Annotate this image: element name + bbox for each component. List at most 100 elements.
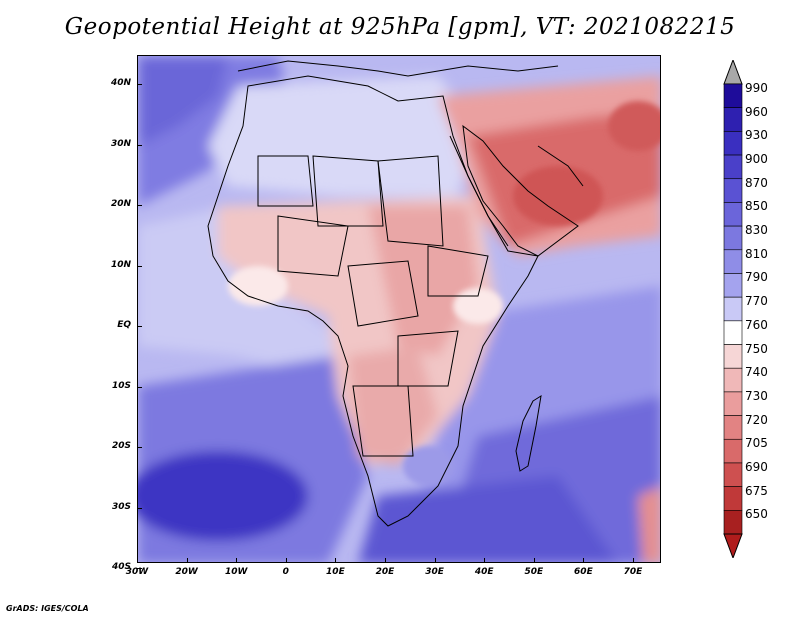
lat-label: 40N: [110, 78, 131, 88]
lon-label: 10E: [326, 567, 345, 577]
south-atlantic-core-region: [138, 451, 308, 541]
colorbar-swatch: [723, 296, 743, 322]
colorbar-swatch: [723, 438, 743, 464]
legend-level-label: 675: [745, 483, 768, 498]
central-africa-low-region: [368, 206, 478, 356]
lon-tick: [236, 558, 238, 563]
lon-label: 20E: [375, 567, 395, 577]
colorbar-swatch: [723, 131, 743, 156]
colorbar-swatch: [723, 107, 743, 132]
colorbar-top-arrow: [723, 60, 743, 85]
lat-label: 10S: [111, 380, 131, 391]
legend-level-label: 830: [745, 223, 768, 238]
lon-tick: [186, 558, 188, 563]
colorbar: [723, 60, 743, 558]
europe-coastline: [237, 60, 559, 77]
lat-tick: [137, 568, 142, 569]
legend-level-label: 960: [745, 104, 768, 119]
lon-tick: [385, 558, 386, 563]
legend-level-label: 930: [745, 128, 768, 143]
legend-level-label: 705: [745, 436, 768, 451]
coastlines: [207, 60, 584, 527]
lat-tick: [137, 507, 142, 509]
lon-tick: [583, 558, 585, 563]
lon-tick: [633, 558, 634, 563]
lat-tick: [137, 205, 142, 206]
lon-tick: [335, 558, 337, 563]
legend-level-label: 900: [745, 152, 768, 167]
southern-africa-low-region: [348, 346, 438, 466]
colorbar-swatch: [723, 249, 743, 274]
lon-label: 50E: [524, 567, 544, 577]
se-corner-low-region: [638, 486, 660, 562]
lon-tick: [137, 558, 138, 563]
lon-label: 60E: [574, 567, 593, 577]
legend-level-label: 750: [745, 341, 768, 356]
legend-level-label: 850: [745, 199, 768, 214]
lon-label: 10W: [224, 567, 248, 577]
kalahari-pale-spot: [403, 446, 453, 486]
lat-tick: [137, 84, 142, 85]
colorbar-swatch: [723, 462, 743, 487]
lon-label: 40E: [474, 567, 494, 577]
colorbar-swatch: [723, 344, 743, 369]
colorbar-swatch: [723, 415, 743, 440]
lat-label: EQ: [117, 320, 131, 330]
geopotential-map: [138, 56, 660, 562]
lat-tick: [137, 386, 142, 388]
colorbar-bottom-arrow: [723, 533, 743, 558]
colorbar-swatch: [723, 178, 743, 203]
arabian-peninsula-coastline: [462, 124, 579, 257]
colorbar-swatch: [723, 202, 743, 227]
lat-label: 10N: [110, 259, 131, 270]
map-frame: [137, 55, 661, 563]
lon-tick: [484, 558, 486, 563]
legend-level-label: 790: [745, 270, 768, 285]
red-sea-coastline: [449, 135, 509, 247]
lat-label: 30S: [111, 501, 131, 512]
lon-label: 30W: [125, 567, 149, 577]
legend-level-label: 730: [745, 388, 768, 403]
colorbar-swatch: [723, 273, 743, 298]
colorbar-swatch: [723, 83, 743, 108]
lon-label: 30E: [425, 567, 444, 577]
lat-label: 20N: [110, 199, 131, 209]
south-indian-high-region: [358, 476, 617, 562]
lon-label: 70E: [623, 567, 643, 577]
legend-level-label: 720: [745, 412, 768, 427]
lon-label: 20W: [175, 567, 198, 577]
chart-title: Geopotential Height at 925hPa [gpm], VT:…: [64, 14, 736, 40]
legend-level-label: 810: [745, 246, 768, 261]
north-africa-pale-region: [208, 76, 478, 196]
colorbar-swatch: [723, 510, 743, 535]
lon-label: 0: [282, 567, 289, 577]
west-africa-pale-spot: [228, 266, 288, 306]
legend-level-label: 760: [745, 317, 768, 332]
lat-tick: [137, 326, 142, 327]
colorbar-swatch: [723, 391, 743, 416]
legend-level-label: 770: [745, 294, 768, 309]
colorbar-swatch: [723, 320, 743, 345]
lon-tick: [533, 558, 535, 563]
legend-level-label: 870: [745, 175, 768, 190]
country-border-6: [352, 385, 414, 457]
iran-deep-low: [608, 101, 660, 151]
colorbar-swatch: [723, 225, 743, 251]
lat-tick: [137, 265, 142, 267]
horn-pale-spot: [453, 288, 503, 324]
legend-level-label: 740: [745, 365, 768, 380]
lat-tick: [137, 447, 142, 448]
legend-level-label: 650: [745, 507, 768, 522]
colorbar-swatch: [723, 486, 743, 511]
nw-core-region: [138, 56, 228, 146]
lat-tick: [137, 144, 142, 146]
lat-label: 40S: [111, 562, 131, 572]
legend-level-label: 690: [745, 459, 768, 474]
country-border-5: [397, 330, 459, 387]
fine-shading: [228, 101, 660, 486]
country-border-1: [257, 155, 314, 207]
colorbar-swatch: [723, 154, 743, 180]
lat-label: 30N: [110, 138, 131, 149]
arabia-deep-low: [513, 166, 603, 226]
persian-gulf-coastline: [537, 145, 584, 187]
